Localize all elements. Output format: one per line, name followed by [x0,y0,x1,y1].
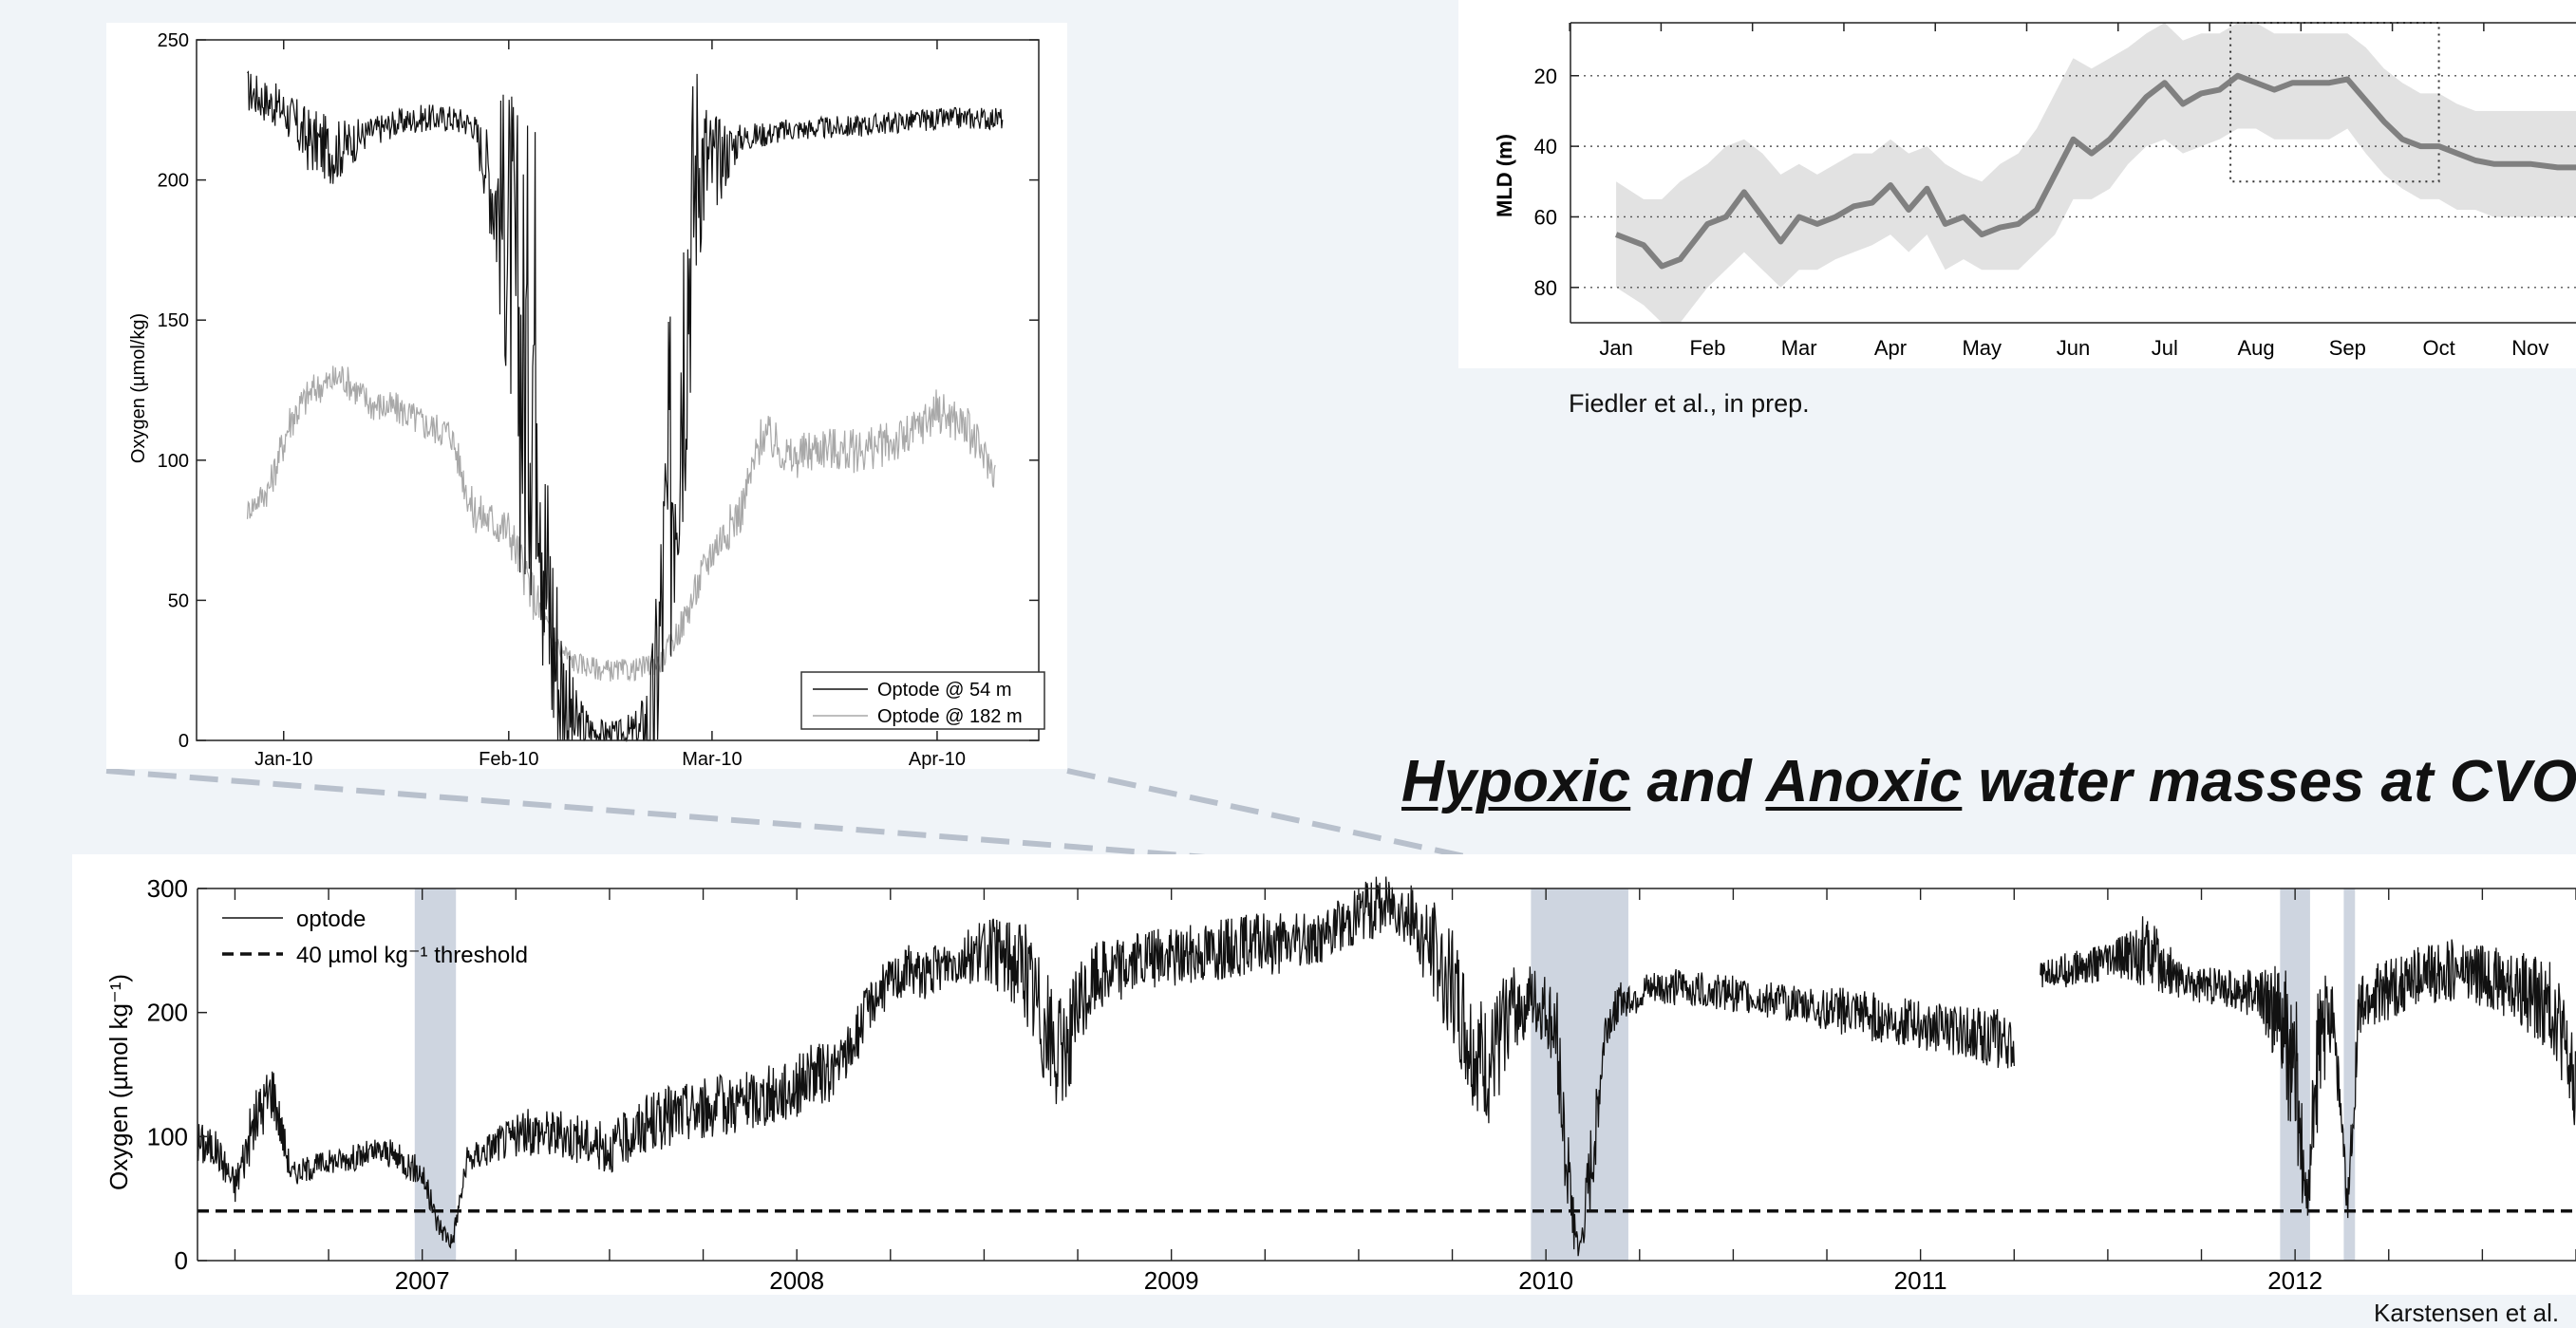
x-tick-label: 2012 [2267,1266,2322,1295]
y-tick-label: 60 [1534,205,1557,229]
x-tick-label: Apr-10 [909,749,966,769]
y-tick-label: 80 [1534,276,1557,300]
x-tick-label: Aug [2237,336,2274,360]
x-tick-label: Jan [1599,336,1632,360]
x-tick-label: Jul [2152,336,2178,360]
y-tick-label: 0 [175,1246,188,1275]
slide-headline: Hypoxic and Anoxic water masses at CVOO [1401,748,2576,815]
legend-label-54m: Optode @ 54 m [877,680,1011,701]
chart-legend: Optode @ 54 m Optode @ 182 m [800,671,1045,730]
x-tick-label: 2011 [1894,1266,1947,1295]
x-tick-label: 2009 [1144,1266,1199,1295]
x-tick-label: Mar [1781,336,1817,360]
series-line-54m [247,70,1004,743]
y-tick-label: 200 [147,999,188,1027]
x-tick-label: Feb-10 [479,749,538,769]
y-axis-label: Oxygen (µmol/kg) [128,313,149,463]
mld-mean-line [1615,72,2576,270]
oxygen-timeseries-chart: Oxygen (µmol kg⁻¹) 0 100 200 300 2007 2008 200… [104,874,2576,1295]
mld-panel: MLD (m) 20 40 60 80 Jan Feb Mar Apr May Jun Jul Aug… [1458,0,2576,368]
series-line-182m [246,365,996,683]
y-tick-label: 150 [158,310,189,331]
x-tick-label: 2007 [395,1266,450,1295]
y-tick-label: 100 [147,1122,188,1150]
y-tick-label: 250 [158,30,189,51]
mld-chart: MLD (m) 20 40 60 80 Jan Feb Mar Apr May Jun Jul Aug… [1493,22,2576,360]
plot-frame [196,39,1040,741]
optode-line [2040,916,2576,1219]
y-axis-label: MLD (m) [1493,134,1516,217]
x-tick-label: 2010 [1518,1266,1573,1295]
optode-line [197,876,2015,1257]
x-tick-label: Sep [2329,336,2366,360]
x-tick-label: Nov [2511,336,2548,360]
uncertainty-band [1616,23,2576,323]
legend-label-optode: optode [296,907,366,932]
headline-and: and [1646,749,1752,814]
hypoxic-event-band [1531,888,1628,1261]
x-tick-label: Feb [1689,336,1725,360]
y-tick-label: 50 [168,590,189,611]
x-tick-label: Jan-10 [254,749,312,769]
x-tick-label: May [1962,336,2002,360]
headline-rest: water masses at CVOO [1978,749,2576,814]
mld-source-caption: Fiedler et al., in prep. [1569,389,1810,418]
y-axis-label: Oxygen (µmol kg⁻¹) [104,974,133,1190]
y-tick-label: 20 [1534,65,1557,88]
x-tick-label: Mar-10 [682,749,742,769]
y-tick-label: 300 [147,874,188,903]
chart-legend: optode 40 µmol kg⁻¹ threshold [222,907,528,968]
oxygen-timeseries-panel: Oxygen (µmol kg⁻¹) 0 100 200 300 2007 2008 200… [72,854,2576,1295]
hypoxic-event-band [414,888,457,1261]
legend-label-182m: Optode @ 182 m [877,706,1023,727]
x-tick-label: Jun [2057,336,2090,360]
y-tick-label: 200 [158,171,189,192]
y-tick-label: 40 [1534,135,1557,159]
x-tick-label: Oct [2422,336,2454,360]
headline-anoxic: Anoxic [1765,749,1963,814]
x-tick-label: 2008 [769,1266,824,1295]
x-tick-label: Apr [1874,336,1907,360]
headline-hypoxic: Hypoxic [1401,749,1631,814]
optode-zoom-panel: Oxygen (µmol/kg) 0 50 100 150 200 250 Jan-10 Fe… [106,23,1067,770]
y-tick-label: 0 [179,731,189,752]
legend-label-threshold: 40 µmol kg⁻¹ threshold [296,943,528,968]
y-tick-label: 100 [158,451,189,472]
hypoxic-event-band [2343,888,2356,1261]
timeseries-source-caption: Karstensen et al. [2374,1299,2560,1327]
optode-zoom-chart: Oxygen (µmol/kg) 0 50 100 150 200 250 Jan-10 Fe… [128,30,1045,770]
